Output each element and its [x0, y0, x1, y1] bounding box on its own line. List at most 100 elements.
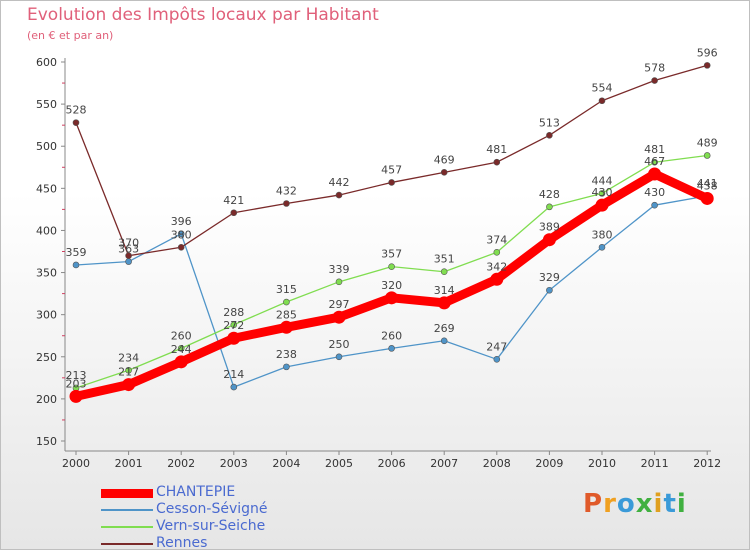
data-point-chantepie — [542, 233, 556, 247]
y-tick-label: 150 — [36, 435, 57, 448]
legend-label: Cesson-Sévigné — [156, 501, 268, 517]
data-label-chantepie: 438 — [697, 179, 718, 192]
data-label-cesson-sevigne: 250 — [329, 338, 350, 351]
x-tick-label: 2008 — [483, 457, 511, 470]
data-label-vern-sur-seiche: 315 — [276, 283, 297, 296]
data-point-cesson-sevigne — [388, 345, 395, 352]
legend-label: CHANTEPIE — [156, 484, 236, 500]
x-tick-label: 2009 — [535, 457, 563, 470]
data-point-cesson-sevigne — [493, 356, 501, 363]
proxiti-logo: Proxiti — [583, 489, 687, 519]
data-label-cesson-sevigne: 269 — [434, 322, 455, 335]
logo-letter: r — [603, 489, 617, 519]
data-label-cesson-sevigne: 380 — [592, 228, 613, 241]
logo-letter: t — [663, 489, 677, 519]
data-label-rennes: 442 — [329, 176, 350, 189]
logo-letter: i — [653, 489, 664, 519]
data-point-chantepie — [69, 389, 83, 403]
x-tick-label: 2012 — [693, 457, 721, 470]
y-tick-label: 500 — [36, 140, 57, 153]
data-point-vern-sur-seiche — [546, 203, 553, 211]
data-label-rennes: 421 — [223, 194, 244, 207]
data-point-rennes — [546, 131, 553, 139]
data-point-vern-sur-seiche — [283, 298, 290, 306]
data-point-rennes — [651, 77, 658, 84]
data-label-cesson-sevigne: 363 — [118, 243, 139, 256]
data-label-chantepie: 467 — [644, 155, 665, 168]
logo-letter: P — [583, 489, 604, 519]
x-tick-label: 2007 — [430, 457, 458, 470]
legend-swatch — [101, 509, 153, 511]
legend-swatch — [101, 543, 153, 545]
data-label-vern-sur-seiche: 481 — [644, 143, 665, 156]
data-point-cesson-sevigne — [440, 337, 448, 345]
data-label-vern-sur-seiche: 374 — [486, 233, 507, 246]
x-tick-label: 2003 — [220, 457, 248, 470]
data-label-cesson-sevigne: 441 — [697, 177, 718, 190]
y-tick-label: 200 — [36, 393, 57, 406]
data-point-chantepie — [490, 272, 504, 286]
data-label-vern-sur-seiche: 357 — [381, 248, 402, 261]
data-label-vern-sur-seiche: 351 — [434, 253, 455, 266]
y-tick-label: 550 — [36, 98, 57, 111]
data-point-chantepie — [227, 331, 241, 345]
data-point-vern-sur-seiche — [230, 321, 238, 329]
data-label-cesson-sevigne: 260 — [381, 329, 402, 342]
data-point-rennes — [598, 97, 606, 105]
data-label-chantepie: 389 — [539, 221, 560, 234]
logo-letter: i — [676, 489, 687, 519]
y-tick-label: 350 — [36, 267, 57, 280]
data-label-rennes: 578 — [644, 62, 665, 75]
data-label-chantepie: 285 — [276, 308, 297, 321]
data-label-cesson-sevigne: 214 — [223, 368, 244, 381]
data-point-chantepie — [122, 378, 136, 392]
data-label-chantepie: 314 — [434, 284, 455, 297]
data-label-cesson-sevigne: 329 — [539, 271, 560, 284]
data-point-cesson-sevigne — [125, 258, 132, 265]
data-label-rennes: 469 — [434, 153, 455, 166]
data-point-rennes — [335, 191, 343, 199]
data-label-rennes: 513 — [539, 116, 560, 129]
legend-label: Vern-sur-Seiche — [156, 518, 266, 534]
data-point-chantepie — [595, 198, 609, 212]
data-label-vern-sur-seiche: 213 — [66, 369, 87, 382]
y-tick-label: 300 — [36, 309, 57, 322]
data-label-chantepie: 342 — [486, 260, 507, 273]
data-point-vern-sur-seiche — [440, 268, 448, 276]
data-point-chantepie — [279, 320, 293, 334]
data-point-cesson-sevigne — [177, 230, 185, 238]
chart-title: Evolution des Impôts locaux par Habitant — [27, 5, 379, 25]
x-tick-label: 2005 — [325, 457, 353, 470]
data-label-vern-sur-seiche: 234 — [118, 351, 139, 364]
data-point-vern-sur-seiche — [703, 152, 711, 159]
chart-subtitle: (en € et par an) — [27, 29, 114, 42]
data-point-rennes — [493, 158, 501, 166]
data-point-cesson-sevigne — [230, 383, 238, 391]
x-tick-label: 2010 — [588, 457, 616, 470]
data-label-vern-sur-seiche: 339 — [329, 263, 350, 276]
data-label-chantepie: 203 — [66, 377, 87, 390]
logo-letter: x — [635, 489, 654, 519]
data-point-cesson-sevigne — [335, 353, 343, 361]
x-tick-label: 2004 — [272, 457, 300, 470]
data-point-rennes — [177, 243, 185, 251]
data-label-cesson-sevigne: 359 — [66, 246, 87, 259]
data-label-cesson-sevigne: 247 — [486, 340, 507, 353]
data-label-cesson-sevigne: 238 — [276, 348, 297, 361]
data-label-cesson-sevigne: 396 — [171, 215, 192, 228]
data-point-vern-sur-seiche — [125, 366, 132, 374]
data-label-vern-sur-seiche: 288 — [223, 306, 244, 319]
data-point-cesson-sevigne — [546, 286, 553, 294]
data-label-chantepie: 217 — [118, 366, 139, 379]
data-point-vern-sur-seiche — [388, 263, 395, 270]
data-point-rennes — [72, 119, 80, 126]
legend-swatch — [101, 488, 153, 498]
data-label-rennes: 481 — [486, 143, 507, 156]
data-point-vern-sur-seiche — [598, 190, 606, 197]
x-tick-label: 2006 — [378, 457, 406, 470]
data-point-chantepie — [332, 310, 346, 324]
data-label-rennes: 370 — [118, 237, 139, 250]
data-point-cesson-sevigne — [651, 201, 658, 209]
